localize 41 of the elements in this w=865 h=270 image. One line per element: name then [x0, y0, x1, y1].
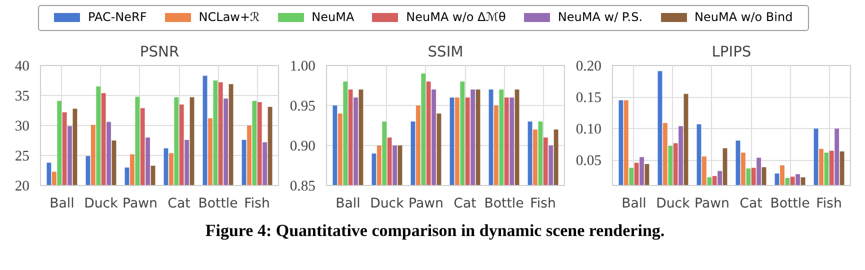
y-tick-label: 30	[14, 118, 30, 134]
x-tick-label: Ball	[336, 196, 360, 212]
y-tick-label: 25	[14, 148, 30, 164]
y-tick-label: 0.15	[576, 90, 602, 106]
x-tick-label: Cat	[740, 196, 762, 212]
y-tick-label: 35	[14, 88, 30, 104]
x-tick-label: Fish	[816, 196, 842, 212]
y-tick-label: 0.90	[290, 138, 316, 154]
x-tick-label: Bottle	[198, 196, 238, 212]
x-tick-label: Pawn	[694, 196, 730, 212]
x-tick-label: Cat	[454, 196, 476, 212]
y-tick-label: 0.20	[576, 58, 602, 74]
chart-title: PSNR	[140, 44, 180, 60]
x-tick-label: Fish	[530, 196, 556, 212]
y-tick-label: 1.00	[290, 58, 316, 74]
legend-label: PAC-NeRF	[87, 9, 147, 26]
legend-label: NeuMA w/o Δℳθ	[405, 9, 506, 26]
x-tick-label: Pawn	[122, 196, 158, 212]
x-tick-label: Bottle	[770, 196, 810, 212]
x-tick-label: Ball	[50, 196, 74, 212]
x-tick-label: Pawn	[408, 196, 444, 212]
chart-title: SSIM	[428, 44, 464, 60]
x-tick-label: Duck	[84, 196, 118, 212]
legend-label: NeuMA w/ P.S.	[556, 9, 643, 26]
y-tick-label: 40	[14, 58, 30, 74]
x-tick-label: Duck	[656, 196, 690, 212]
y-tick-label: 0.85	[290, 178, 316, 194]
caption: Figure 4: Quantitative comparison in dynamic scene rendering.	[204, 220, 666, 242]
y-tick-label: 0.95	[290, 98, 316, 114]
x-tick-label: Duck	[370, 196, 404, 212]
x-tick-label: Bottle	[484, 196, 524, 212]
legend-label: NCLaw+ℛ	[198, 9, 260, 26]
x-tick-label: Fish	[244, 196, 270, 212]
legend-label: NeuMA w/o Bind	[694, 9, 793, 26]
y-tick-label: 20	[14, 178, 30, 194]
y-tick-label: 0.10	[576, 122, 602, 138]
x-tick-label: Cat	[168, 196, 190, 212]
y-tick-label: 0.05	[576, 153, 602, 170]
x-tick-label: Ball	[622, 196, 646, 212]
legend-label: NeuMA	[310, 9, 354, 26]
chart-title: LPIPS	[712, 44, 752, 60]
